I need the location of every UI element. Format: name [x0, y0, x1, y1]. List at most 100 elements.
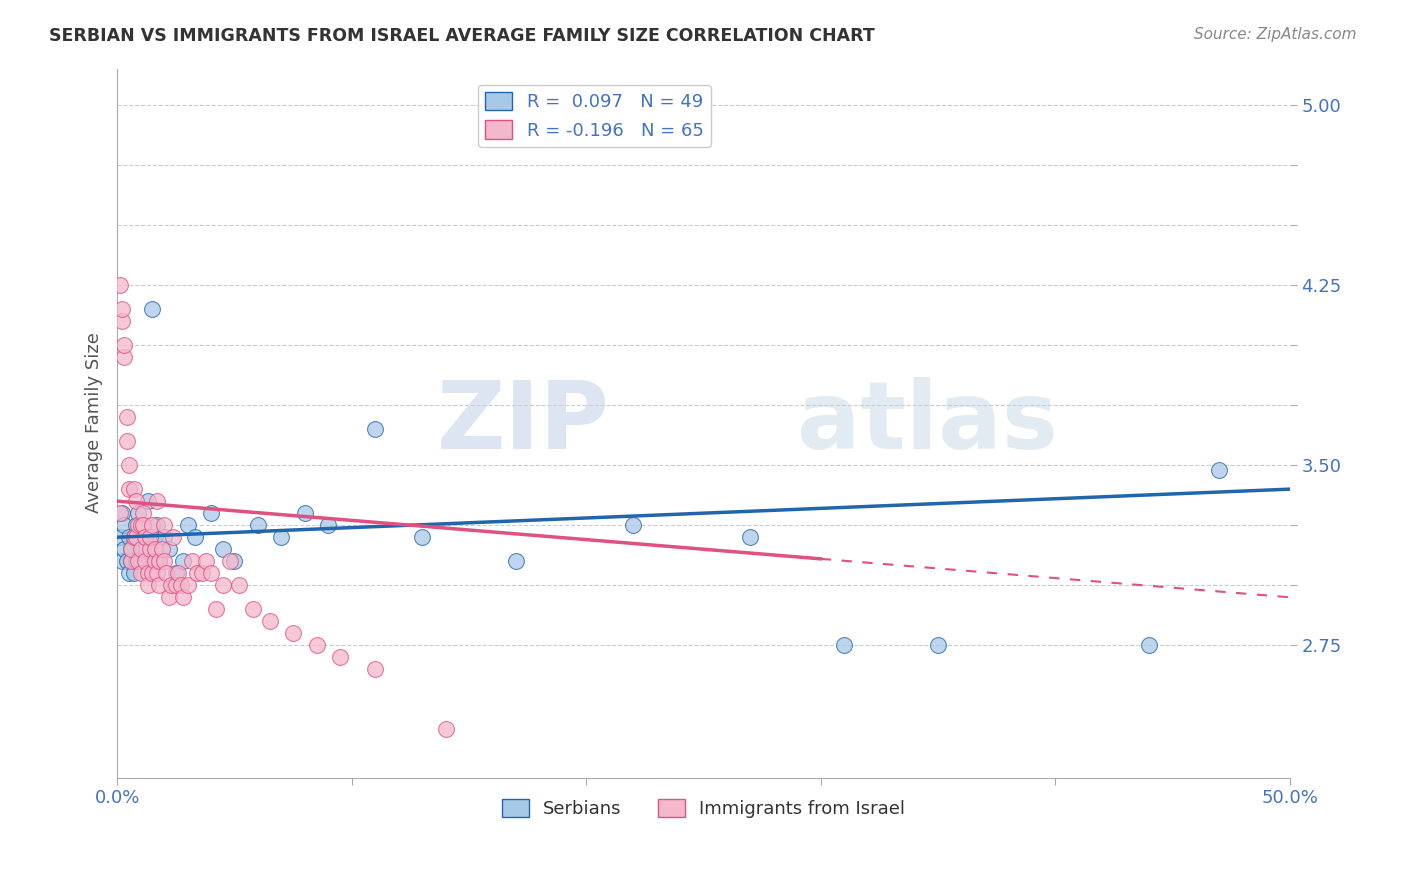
- Point: [118, 482, 141, 496]
- Point: [186, 566, 208, 581]
- Point: [150, 542, 173, 557]
- Point: [228, 578, 250, 592]
- Point: [129, 518, 152, 533]
- Point: [134, 554, 156, 568]
- Point: [146, 494, 169, 508]
- Point: [190, 566, 212, 581]
- Point: [120, 542, 142, 557]
- Point: [176, 518, 198, 533]
- Point: [172, 554, 194, 568]
- Point: [157, 591, 180, 605]
- Point: [141, 518, 163, 533]
- Point: [125, 530, 148, 544]
- Point: [169, 578, 191, 592]
- Point: [155, 566, 177, 581]
- Point: [127, 518, 149, 533]
- Text: SERBIAN VS IMMIGRANTS FROM ISRAEL AVERAGE FAMILY SIZE CORRELATION CHART: SERBIAN VS IMMIGRANTS FROM ISRAEL AVERAG…: [49, 27, 875, 45]
- Point: [143, 554, 166, 568]
- Point: [136, 578, 159, 592]
- Point: [505, 554, 527, 568]
- Point: [132, 506, 155, 520]
- Point: [157, 542, 180, 557]
- Point: [167, 566, 190, 581]
- Point: [111, 301, 134, 316]
- Point: [176, 578, 198, 592]
- Point: [136, 566, 159, 581]
- Point: [153, 554, 176, 568]
- Point: [111, 506, 134, 520]
- Point: [118, 530, 141, 544]
- Point: [740, 530, 762, 544]
- Point: [281, 626, 304, 640]
- Point: [364, 662, 387, 676]
- Point: [112, 518, 135, 533]
- Point: [329, 650, 352, 665]
- Point: [129, 542, 152, 557]
- Point: [200, 566, 222, 581]
- Point: [139, 542, 162, 557]
- Point: [211, 578, 233, 592]
- Point: [143, 530, 166, 544]
- Point: [132, 542, 155, 557]
- Point: [148, 554, 170, 568]
- Point: [294, 506, 316, 520]
- Point: [129, 566, 152, 581]
- Point: [132, 518, 155, 533]
- Point: [927, 639, 949, 653]
- Point: [127, 506, 149, 520]
- Point: [112, 338, 135, 352]
- Point: [112, 350, 135, 364]
- Point: [122, 482, 145, 496]
- Point: [246, 518, 269, 533]
- Point: [211, 542, 233, 557]
- Point: [305, 639, 328, 653]
- Point: [160, 578, 183, 592]
- Point: [118, 566, 141, 581]
- Point: [153, 518, 176, 533]
- Point: [1137, 639, 1160, 653]
- Point: [181, 554, 204, 568]
- Point: [165, 578, 187, 592]
- Point: [148, 578, 170, 592]
- Point: [122, 566, 145, 581]
- Point: [122, 530, 145, 544]
- Point: [134, 530, 156, 544]
- Text: atlas: atlas: [797, 377, 1059, 469]
- Point: [111, 314, 134, 328]
- Point: [108, 277, 131, 292]
- Point: [183, 530, 205, 544]
- Text: ZIP: ZIP: [437, 377, 610, 469]
- Point: [218, 554, 240, 568]
- Point: [112, 542, 135, 557]
- Legend: Serbians, Immigrants from Israel: Serbians, Immigrants from Israel: [495, 791, 912, 825]
- Point: [141, 301, 163, 316]
- Point: [122, 530, 145, 544]
- Point: [129, 554, 152, 568]
- Point: [259, 615, 281, 629]
- Point: [195, 554, 218, 568]
- Point: [125, 494, 148, 508]
- Point: [832, 639, 855, 653]
- Point: [224, 554, 246, 568]
- Point: [621, 518, 644, 533]
- Point: [153, 530, 176, 544]
- Point: [165, 566, 187, 581]
- Point: [118, 458, 141, 472]
- Point: [120, 554, 142, 568]
- Point: [115, 410, 138, 425]
- Point: [115, 434, 138, 448]
- Point: [316, 518, 339, 533]
- Point: [434, 723, 457, 737]
- Point: [172, 591, 194, 605]
- Point: [136, 494, 159, 508]
- Point: [115, 554, 138, 568]
- Point: [162, 530, 184, 544]
- Point: [108, 506, 131, 520]
- Point: [125, 554, 148, 568]
- Point: [148, 554, 170, 568]
- Point: [270, 530, 292, 544]
- Text: Source: ZipAtlas.com: Source: ZipAtlas.com: [1194, 27, 1357, 42]
- Point: [204, 602, 226, 616]
- Point: [139, 530, 162, 544]
- Point: [125, 518, 148, 533]
